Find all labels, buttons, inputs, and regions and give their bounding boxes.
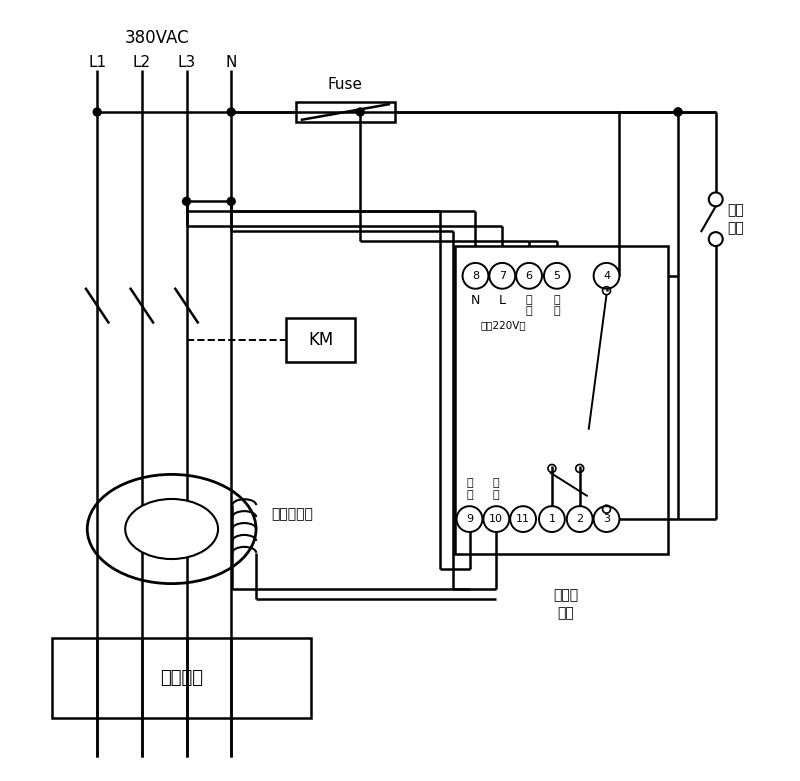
Text: 电源220V～: 电源220V～: [481, 320, 526, 330]
Bar: [454, 246, 668, 554]
Text: 试
验: 试 验: [526, 294, 532, 316]
Text: L3: L3: [178, 55, 196, 70]
Text: L: L: [498, 294, 506, 307]
Text: 自锁
开关: 自锁 开关: [728, 204, 745, 235]
Circle shape: [356, 108, 364, 116]
Text: 8: 8: [472, 271, 479, 281]
Text: KM: KM: [308, 331, 333, 349]
Text: 试
验: 试 验: [554, 294, 560, 316]
Text: 信
号: 信 号: [493, 479, 500, 500]
Circle shape: [462, 263, 488, 289]
Text: 接声光
报警: 接声光 报警: [554, 589, 578, 620]
Bar: [286, 318, 355, 362]
Circle shape: [93, 108, 101, 116]
Text: Fuse: Fuse: [328, 77, 363, 92]
Circle shape: [544, 263, 570, 289]
Ellipse shape: [126, 499, 218, 559]
Circle shape: [516, 263, 542, 289]
Circle shape: [457, 506, 482, 532]
Text: 11: 11: [516, 514, 530, 524]
Text: N: N: [226, 55, 237, 70]
Circle shape: [594, 263, 619, 289]
Text: 信
号: 信 号: [466, 479, 473, 500]
Circle shape: [510, 506, 536, 532]
Text: 5: 5: [554, 271, 560, 281]
Text: 用户设备: 用户设备: [160, 669, 203, 687]
Text: 6: 6: [526, 271, 533, 281]
Text: 1: 1: [549, 514, 555, 524]
Text: L1: L1: [88, 55, 106, 70]
Circle shape: [182, 198, 190, 205]
Text: 10: 10: [490, 514, 503, 524]
Circle shape: [567, 506, 593, 532]
Circle shape: [483, 506, 510, 532]
Bar: [296, 102, 395, 122]
Circle shape: [539, 506, 565, 532]
Circle shape: [674, 108, 682, 116]
Text: L2: L2: [133, 55, 151, 70]
Bar: [53, 638, 310, 718]
Circle shape: [594, 506, 619, 532]
Text: 零序互感器: 零序互感器: [271, 507, 313, 521]
Text: 9: 9: [466, 514, 473, 524]
Text: 3: 3: [603, 514, 610, 524]
Circle shape: [227, 108, 235, 116]
Circle shape: [490, 263, 515, 289]
Text: N: N: [470, 294, 480, 307]
Circle shape: [674, 108, 682, 116]
Text: 7: 7: [498, 271, 506, 281]
Text: 2: 2: [576, 514, 583, 524]
Text: 4: 4: [603, 271, 610, 281]
Text: 380VAC: 380VAC: [125, 29, 189, 47]
Circle shape: [227, 198, 235, 205]
